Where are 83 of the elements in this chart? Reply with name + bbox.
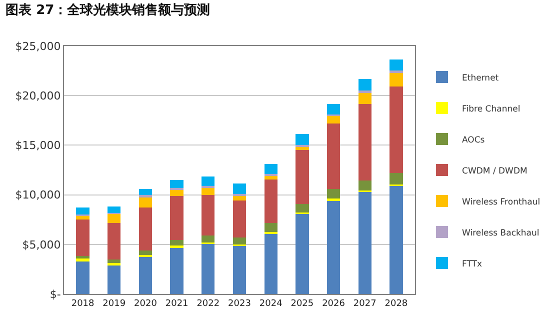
bar: [76, 208, 90, 215]
bar: [326, 200, 340, 294]
legend-label: Ethernet: [462, 73, 500, 84]
x-tick-label: 2026: [322, 298, 346, 309]
bar: [358, 79, 372, 91]
bar: [326, 104, 340, 114]
bar: [296, 134, 309, 146]
x-tick-label: 2018: [71, 298, 95, 309]
bar: [76, 261, 90, 294]
legend-label: FTTx: [462, 259, 482, 270]
bar: [358, 180, 372, 190]
bar: [170, 240, 184, 246]
bar: [138, 208, 152, 250]
bar: [202, 235, 215, 242]
bar: [264, 164, 278, 174]
bar: [76, 216, 90, 220]
x-tick-label: 2020: [134, 298, 158, 309]
chart-title: 图表 27：全球光模块销售额与预测: [6, 2, 210, 18]
x-tick-label: 2021: [165, 298, 188, 309]
bar: [326, 123, 340, 189]
bar: [170, 196, 184, 240]
bar: [232, 200, 246, 238]
bar: [390, 172, 403, 184]
bar: [326, 116, 340, 124]
bar: [232, 183, 246, 194]
bar: [296, 204, 309, 213]
bar: [390, 59, 403, 70]
bar: [296, 150, 309, 204]
y-tick-label: $10,000: [15, 188, 61, 202]
y-tick-label: $25,000: [15, 40, 61, 53]
y-tick-label: $15,000: [15, 139, 61, 152]
bar: [232, 237, 246, 244]
bar: [170, 245, 184, 248]
bar: [264, 234, 278, 294]
bar: [108, 266, 121, 294]
legend-label: Wireless Fronthaul: [462, 197, 540, 208]
bar: [358, 192, 372, 294]
bar: [202, 176, 215, 186]
bar: [358, 104, 372, 180]
bar: [202, 188, 215, 195]
bar: [390, 185, 403, 294]
y-tick-label: $-: [50, 288, 61, 301]
bar: [170, 190, 184, 196]
bar: [108, 214, 121, 224]
bar: [138, 194, 152, 198]
bar: [390, 70, 403, 73]
bar: [390, 72, 403, 87]
bar: [108, 206, 121, 214]
bar: [264, 223, 278, 232]
bar: [108, 259, 121, 263]
bar: [264, 179, 278, 224]
x-tick-label: 2027: [353, 298, 376, 309]
y-tick-label: $5,000: [22, 238, 61, 252]
bar: [170, 180, 184, 188]
bar: [76, 258, 90, 262]
x-tick-label: 2019: [102, 298, 126, 309]
x-tick-label: 2022: [196, 298, 220, 309]
bar: [76, 256, 90, 258]
bar: [326, 198, 340, 201]
legend-label: CWDM / DWDM: [462, 166, 528, 176]
bar: [108, 223, 121, 260]
bar: [232, 245, 246, 294]
bar: [138, 188, 152, 195]
x-tick-label: 2025: [290, 298, 314, 309]
bar: [232, 195, 246, 200]
x-tick-label: 2023: [228, 298, 251, 309]
bar: [138, 250, 152, 255]
bar: [326, 188, 340, 198]
bar: [202, 244, 215, 294]
x-tick-label: 2028: [384, 298, 408, 309]
legend-label: Fibre Channel: [462, 104, 520, 114]
bar: [76, 220, 90, 256]
bar: [170, 247, 184, 294]
y-tick-label: $20,000: [15, 89, 61, 102]
bar: [296, 214, 309, 294]
x-tick-label: 2024: [259, 298, 283, 309]
legend-label: AOCs: [462, 135, 486, 146]
bar: [138, 197, 152, 208]
legend-label: Wireless Backhaul: [462, 228, 540, 238]
bar: [358, 92, 372, 104]
bar: [138, 256, 152, 294]
bar: [202, 194, 215, 236]
bar: [390, 86, 403, 173]
